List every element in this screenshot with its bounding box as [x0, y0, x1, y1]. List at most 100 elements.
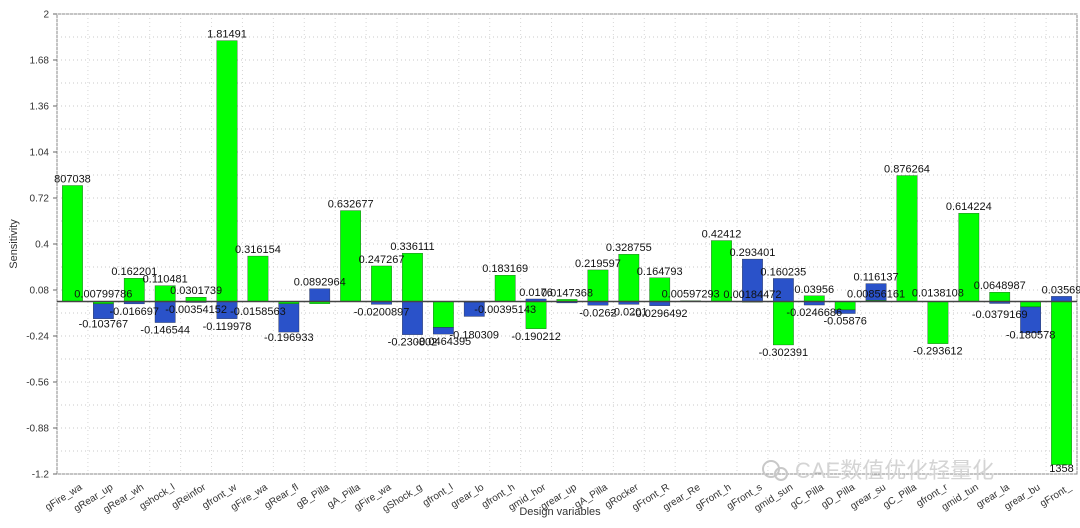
data-label: -0.180578 — [1006, 329, 1056, 341]
data-label: -0.0262 — [579, 307, 616, 319]
bar-green — [247, 255, 269, 302]
data-label: -0.0296492 — [632, 308, 688, 320]
y-tick-label: 1.04 — [30, 148, 50, 159]
y-tick-label: -0.24 — [26, 332, 49, 343]
data-label: 0.0147368 — [541, 287, 593, 299]
data-label: -0.0464395 — [416, 336, 472, 348]
y-tick-label: 0.4 — [35, 240, 49, 251]
bar-green — [1051, 301, 1072, 465]
data-label: -0.0246686 — [786, 307, 842, 319]
data-label: 0.0892964 — [294, 277, 346, 289]
data-label: 0.00597293 — [662, 289, 720, 301]
bar-green — [1020, 301, 1041, 308]
data-label: -0.190212 — [511, 331, 561, 343]
data-label: 0.162201 — [111, 266, 157, 278]
data-label: 0.03956 — [794, 284, 834, 296]
bar-blue — [1051, 296, 1072, 302]
x-tick-label: gFront_ — [1038, 482, 1073, 510]
data-label: 0.42412 — [702, 229, 742, 241]
x-tick-label: grear_su — [849, 482, 888, 512]
y-tick-label: -1.2 — [32, 470, 50, 481]
y-tick-label: 0.08 — [30, 286, 50, 297]
bar-green — [216, 40, 238, 302]
data-label: 0.03569 — [1042, 284, 1080, 296]
y-tick-label: 2 — [43, 10, 49, 21]
bar-green — [618, 254, 640, 302]
data-label: 0.0176 — [519, 287, 553, 299]
bar-blue — [433, 327, 454, 335]
y-tick-label: 0.72 — [30, 194, 50, 205]
data-label: -0.230802 — [388, 337, 438, 349]
data-label: 0.160235 — [760, 266, 806, 278]
bar-green — [896, 175, 918, 302]
x-tick-label: grear_lo — [449, 482, 486, 511]
data-label: 0.336111 — [390, 241, 434, 253]
bar-blue — [93, 303, 114, 319]
data-label: 0.0648987 — [974, 280, 1026, 292]
data-label: 0.164793 — [637, 266, 683, 278]
data-label: -0.180309 — [449, 329, 499, 341]
bar-green — [989, 292, 1011, 302]
data-label: 0.110481 — [143, 274, 188, 286]
bar-green — [371, 265, 392, 302]
bar-green — [927, 301, 949, 344]
y-tick-label: 1.36 — [30, 102, 50, 113]
data-label: 0.316154 — [235, 244, 281, 256]
data-label: -0.302391 — [759, 347, 809, 359]
bar-green — [494, 275, 516, 302]
data-labels-layer: 807038 0.00799786 -0.103767 0.162201 -0.0166… — [54, 29, 1080, 475]
data-label: 0.00799786 — [74, 288, 132, 300]
x-tick-label: grear_bu — [1003, 482, 1043, 513]
x-tick-label: gRear_fl — [263, 482, 301, 511]
data-label: 0.293401 — [730, 247, 776, 259]
grid-layer — [56, 13, 1078, 475]
x-tick-label: gC_Pilla — [881, 482, 919, 511]
watermark: CAE数值优化轻量化 — [762, 458, 994, 483]
data-label: 807038 — [54, 173, 91, 185]
data-label: -0.0200897 — [354, 306, 410, 318]
data-label: 0.116137 — [854, 272, 899, 284]
data-label: -0.119978 — [203, 321, 252, 333]
y-axis-label: Sensitivity — [8, 219, 20, 269]
x-tick-label: gB_Pilla — [295, 482, 332, 511]
bar-blue — [1020, 306, 1041, 334]
data-label: -0.05876 — [823, 316, 866, 328]
data-label: 0.614224 — [946, 201, 992, 213]
bar-blue — [278, 303, 300, 333]
data-label: -0.0379169 — [972, 309, 1028, 321]
bar-green — [803, 295, 825, 302]
x-tick-label: gshock_l — [138, 482, 177, 512]
bar-blue — [865, 283, 887, 301]
data-label: 0.219597 — [575, 258, 621, 270]
wechat-icon-bubble — [774, 467, 788, 481]
bar-green — [402, 253, 423, 302]
data-label: 0.328755 — [606, 242, 652, 254]
data-label: 0.632677 — [328, 199, 374, 211]
data-label: 0.00184472 — [723, 289, 781, 301]
x-tick-label: gC_Pilla — [789, 482, 827, 511]
data-label: -0.0201 — [610, 306, 647, 318]
data-label: -0.103767 — [79, 318, 129, 330]
data-label: -0.016697 — [109, 306, 159, 318]
y-tick-label: 1.68 — [30, 56, 50, 67]
bar-green — [62, 185, 83, 302]
bar-blue — [834, 309, 856, 314]
data-label: 0.247267 — [359, 254, 405, 266]
y-tick-label: -0.56 — [26, 378, 49, 389]
data-label: 0.183169 — [482, 263, 528, 275]
data-label: 0.0138108 — [912, 288, 964, 300]
x-axis-label: Design variables — [519, 506, 601, 518]
data-label: 0.876264 — [884, 164, 930, 176]
data-label: -0.146544 — [140, 325, 190, 337]
data-label: -0.293612 — [913, 346, 963, 358]
data-label: 1.81491 — [207, 29, 247, 41]
data-label: 1358 — [1049, 463, 1073, 475]
data-label: 0.0301739 — [170, 285, 222, 297]
data-label: -0.00354152 — [165, 304, 227, 316]
data-label: -0.196933 — [264, 332, 314, 344]
watermark-text: CAE数值优化轻量化 — [795, 458, 994, 483]
y-tick-label: -0.88 — [26, 424, 49, 435]
x-tick-label: gfront_l — [421, 482, 455, 509]
